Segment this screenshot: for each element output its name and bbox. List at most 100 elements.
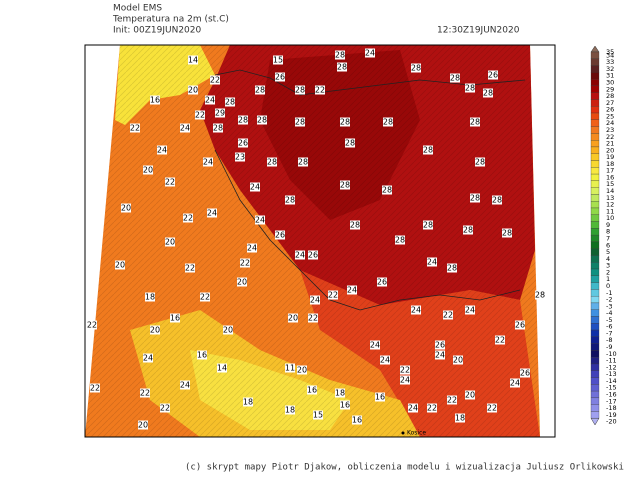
label-bg (400, 375, 410, 385)
contour-label: 28 (225, 98, 235, 107)
colorbar-cell (590, 126, 600, 134)
label-bg (210, 75, 220, 85)
contour-label: 20 (121, 204, 131, 213)
label-bg (185, 263, 195, 273)
colorbar-cell (590, 275, 600, 283)
label-bg (535, 290, 545, 300)
label-bg (238, 115, 248, 125)
colorbar-cell (590, 336, 600, 344)
contour-label: 28 (475, 158, 485, 167)
label-bg (297, 365, 307, 375)
label-bg (143, 353, 153, 363)
contour-label: 22 (240, 259, 250, 268)
contour-label: 28 (450, 74, 460, 83)
label-bg (257, 115, 267, 125)
colorbar-label: -7 (606, 329, 612, 337)
label-bg (510, 378, 520, 388)
label-bg (345, 138, 355, 148)
contour-label: 20 (453, 356, 463, 365)
label-bg (207, 208, 217, 218)
label-bg (188, 55, 198, 65)
colorbar-label: -20 (606, 418, 617, 426)
contour-label: 24 (465, 306, 475, 315)
label-bg (237, 277, 247, 287)
city-dot (401, 431, 405, 435)
contour-label: 22 (495, 336, 505, 345)
colorbar-cell (590, 167, 600, 175)
label-bg (215, 108, 225, 118)
contour-label: 22 (443, 311, 453, 320)
colorbar-label: 29 (606, 85, 614, 93)
label-bg (370, 340, 380, 350)
colorbar-cell (590, 397, 600, 405)
colorbar-label: 33 (606, 58, 614, 66)
contour-label: 28 (411, 64, 421, 73)
label-bg (315, 85, 325, 95)
contour-label: 28 (335, 51, 345, 60)
label-bg (447, 395, 457, 405)
label-bg (295, 250, 305, 260)
label-bg (308, 313, 318, 323)
label-bg (380, 355, 390, 365)
contour-label: 28 (470, 118, 480, 127)
contour-label: 22 (427, 404, 437, 413)
colorbar-label: 22 (606, 133, 614, 141)
colorbar-label: 9 (606, 221, 610, 229)
colorbar-cell (590, 370, 600, 378)
label-bg (382, 185, 392, 195)
contour-label: 24 (180, 124, 190, 133)
label-bg (247, 243, 257, 253)
label-bg (520, 368, 530, 378)
label-bg (295, 117, 305, 127)
colorbar-cell (590, 390, 600, 399)
contour-label: 28 (423, 146, 433, 155)
label-bg (515, 320, 525, 330)
colorbar-label: 35 (606, 48, 614, 56)
colorbar-cell (590, 133, 600, 141)
colorbar-cell (590, 85, 600, 93)
colorbar-cell (590, 160, 600, 168)
contour-label: 22 (308, 314, 318, 323)
label-bg (337, 62, 347, 72)
contour-label: 22 (195, 111, 205, 120)
colorbar-label: 6 (606, 241, 610, 249)
colorbar-label: -1 (606, 289, 612, 297)
colorbar-cell (590, 207, 600, 215)
label-bg (205, 95, 215, 105)
contour-label: 18 (243, 398, 253, 407)
contour-label: 22 (328, 291, 338, 300)
contour-label: 20 (465, 391, 475, 400)
credits: (c) skrypt mapy Piotr Djakow, obliczenia… (185, 463, 624, 473)
label-bg (475, 157, 485, 167)
label-bg (450, 73, 460, 83)
colorbar-cell (590, 255, 600, 263)
colorbar-label: -17 (606, 397, 617, 405)
contour-label: 28 (345, 139, 355, 148)
contour-label: 18 (335, 389, 345, 398)
colorbar-cell (590, 411, 600, 419)
contour-label: 24 (310, 296, 320, 305)
label-bg (121, 203, 131, 213)
label-bg (157, 145, 167, 155)
label-bg (197, 350, 207, 360)
colorbar-label: 17 (606, 167, 614, 175)
label-bg (465, 83, 475, 93)
label-bg (180, 123, 190, 133)
colorbar-label: -6 (606, 323, 612, 331)
colorbar-cell (590, 201, 600, 209)
label-bg (250, 182, 260, 192)
colorbar-cell (590, 295, 600, 304)
contour-label: 22 (130, 124, 140, 133)
label-bg (115, 260, 125, 270)
contour-label: 18 (285, 406, 295, 415)
contour-label: 26 (435, 341, 445, 350)
colorbar-label: -14 (606, 377, 617, 385)
label-bg (487, 403, 497, 413)
contour-label: 16 (170, 314, 180, 323)
label-bg (350, 220, 360, 230)
colorbar-cell (590, 112, 600, 120)
colorbar-label: 28 (606, 92, 614, 100)
contour-label: 28 (350, 221, 360, 230)
colorbar-label: 32 (606, 65, 614, 73)
